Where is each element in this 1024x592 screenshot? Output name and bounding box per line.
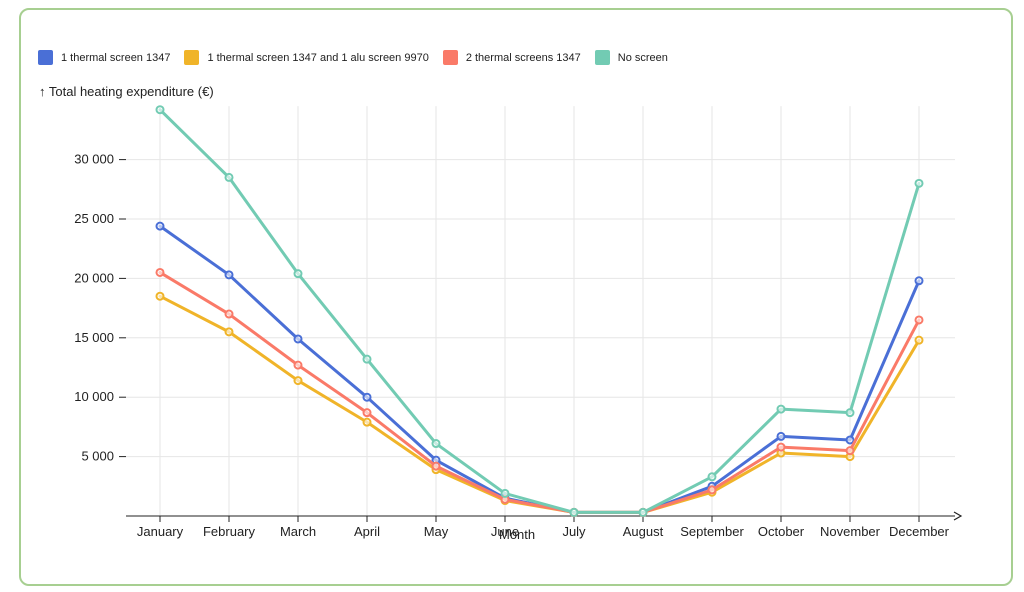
series-1 bbox=[155, 291, 924, 517]
legend-label-series-2: 2 thermal screens 1347 bbox=[465, 51, 581, 64]
data-point bbox=[707, 472, 717, 482]
legend-swatch-series-1 bbox=[184, 50, 200, 65]
legend-label-series-0: 1 thermal screen 1347 bbox=[61, 51, 171, 64]
data-point bbox=[845, 435, 855, 445]
data-point bbox=[155, 105, 165, 115]
data-point bbox=[293, 269, 303, 279]
legend-swatch-series-0 bbox=[38, 50, 53, 65]
data-point bbox=[224, 270, 234, 280]
legend-item-series-0[interactable]: 1 thermal screen 1347 bbox=[38, 50, 170, 65]
data-point bbox=[500, 488, 510, 498]
data-point bbox=[638, 507, 648, 517]
data-point bbox=[293, 360, 303, 370]
data-point bbox=[776, 442, 786, 452]
x-tick-label: November bbox=[820, 524, 881, 539]
series-0 bbox=[155, 221, 924, 517]
y-tick-label: 20 000 bbox=[74, 270, 114, 285]
x-tick-label: May bbox=[424, 524, 449, 539]
x-tick-label: March bbox=[280, 524, 316, 539]
data-point bbox=[155, 221, 165, 231]
y-axis-label: ↑ Total heating expenditure (€) bbox=[39, 84, 214, 99]
data-point bbox=[431, 461, 441, 471]
x-tick-label: July bbox=[562, 524, 586, 539]
data-point bbox=[776, 431, 786, 441]
x-axis-label: Month bbox=[499, 527, 536, 542]
y-tick-label: 25 000 bbox=[74, 211, 114, 226]
data-point bbox=[914, 335, 924, 345]
legend-item-series-1[interactable]: 1 thermal screen 1347 and 1 alu screen 9… bbox=[184, 50, 429, 65]
series-3 bbox=[155, 105, 924, 517]
data-point bbox=[293, 334, 303, 344]
data-point bbox=[431, 439, 441, 449]
y-tick-label: 10 000 bbox=[74, 389, 114, 404]
legend-label-series-3: No screen bbox=[617, 51, 668, 64]
y-tick-label: 5 000 bbox=[81, 449, 114, 464]
x-tick-label: September bbox=[680, 524, 744, 539]
data-point bbox=[914, 315, 924, 325]
data-point bbox=[776, 404, 786, 414]
series-line bbox=[158, 270, 921, 514]
data-point bbox=[845, 408, 855, 418]
chart-card bbox=[19, 8, 1013, 586]
legend-label-series-1: 1 thermal screen 1347 and 1 alu screen 9… bbox=[207, 51, 429, 64]
x-axis-arrow-icon bbox=[953, 511, 963, 521]
legend-swatch-series-3 bbox=[594, 50, 610, 65]
data-point bbox=[155, 267, 165, 277]
series-line bbox=[158, 224, 921, 514]
grid bbox=[126, 106, 955, 516]
data-point bbox=[224, 327, 234, 337]
y-tick-label: 30 000 bbox=[74, 152, 114, 167]
data-point bbox=[293, 376, 303, 386]
series-2 bbox=[155, 267, 924, 517]
x-tick-label: January bbox=[137, 524, 184, 539]
x-tick-label: February bbox=[203, 524, 256, 539]
data-point bbox=[362, 392, 372, 402]
data-point bbox=[914, 276, 924, 286]
data-point bbox=[362, 408, 372, 418]
data-point bbox=[224, 309, 234, 319]
data-point bbox=[362, 417, 372, 427]
data-point bbox=[569, 507, 579, 517]
data-point bbox=[362, 354, 372, 364]
data-point bbox=[707, 485, 717, 495]
data-point bbox=[224, 172, 234, 182]
x-tick-label: October bbox=[758, 524, 805, 539]
x-tick-label: April bbox=[354, 524, 380, 539]
legend-item-series-2[interactable]: 2 thermal screens 1347 bbox=[442, 50, 581, 65]
data-point bbox=[914, 178, 924, 188]
legend-swatch-series-2 bbox=[442, 50, 458, 65]
y-tick-label: 15 000 bbox=[74, 330, 114, 345]
legend-item-series-3[interactable]: No screen bbox=[594, 50, 668, 65]
legend: 1 thermal screen 1347 1 thermal screen 1… bbox=[38, 50, 668, 65]
x-tick-label: June bbox=[491, 524, 519, 539]
x-tick-label: August bbox=[623, 524, 664, 539]
data-point bbox=[155, 291, 165, 301]
data-point bbox=[845, 446, 855, 456]
series-line bbox=[158, 294, 921, 514]
series-line bbox=[158, 108, 921, 514]
x-tick-label: December bbox=[889, 524, 950, 539]
